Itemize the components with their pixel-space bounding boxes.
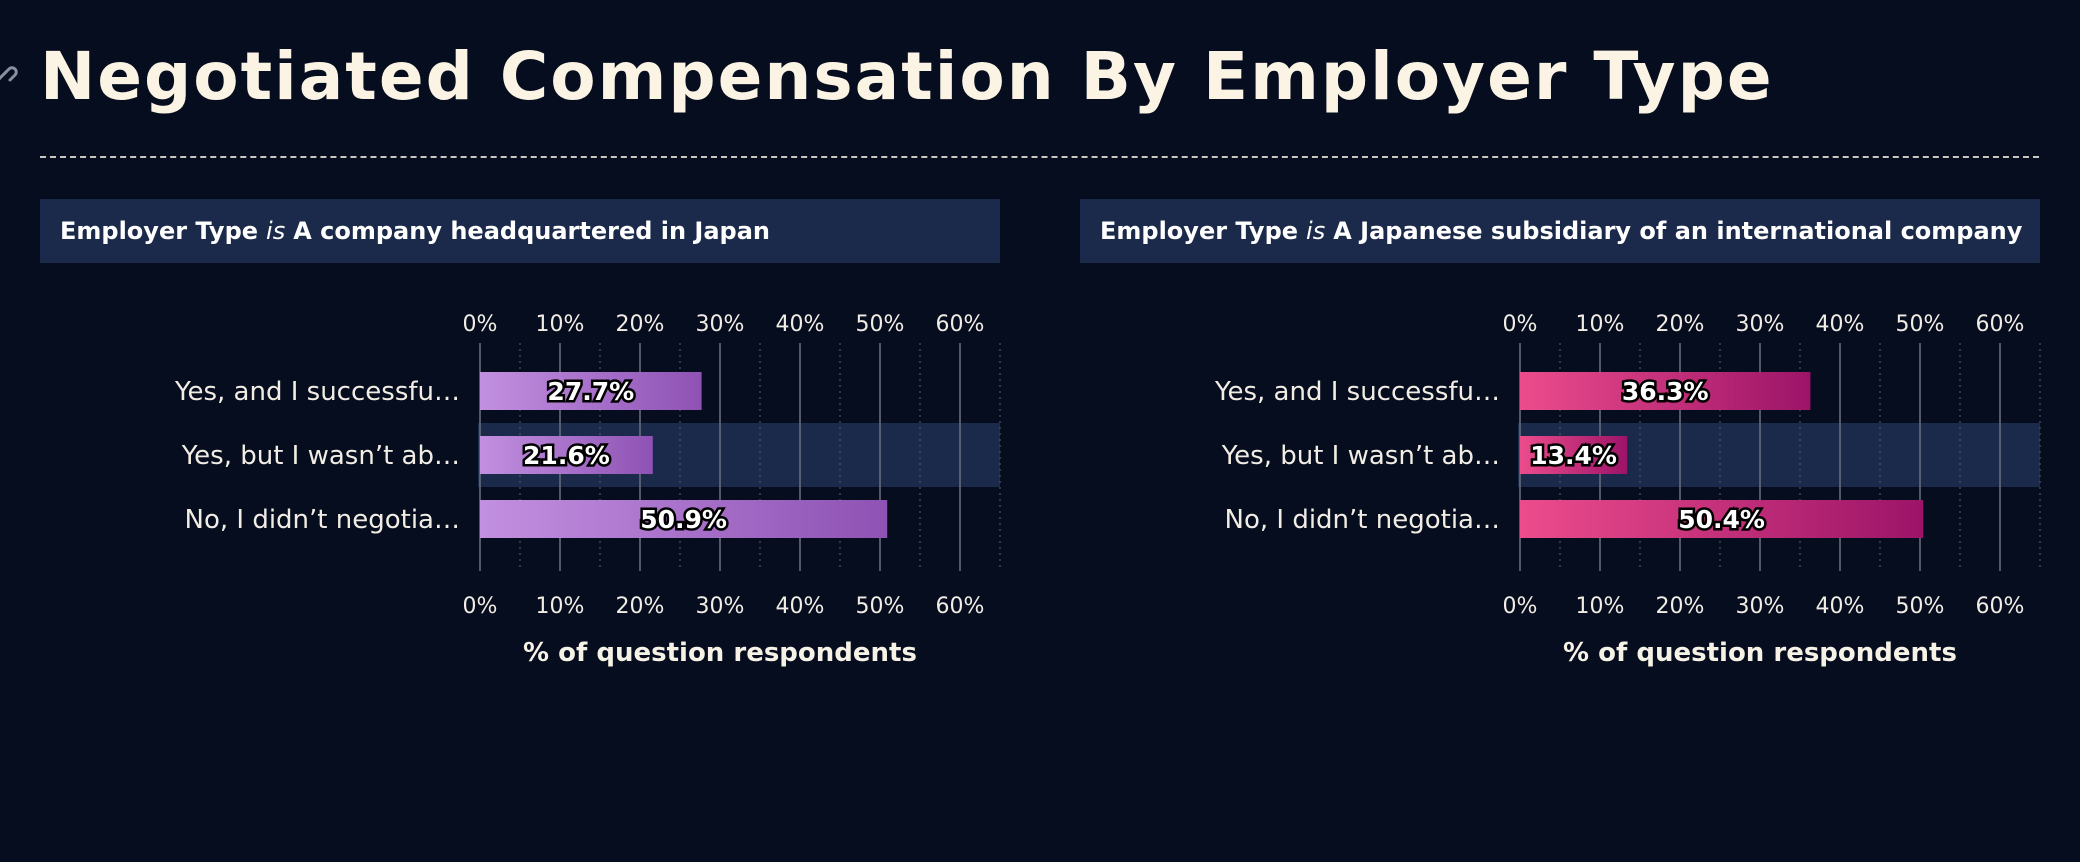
category-label: Yes, and I successfu… [1214,377,1500,407]
facet-header-keyword: is [1306,217,1326,245]
bar[interactable] [1520,500,1924,538]
bottom-tick-label: 10% [536,594,585,619]
bar-value-label: 36.3% [1622,377,1709,406]
top-tick-label: 50% [1896,312,1945,337]
facet-panel-1: Employer Type is A company headquartered… [40,199,1001,759]
bottom-tick-label: 60% [1976,594,2025,619]
bottom-tick-label: 50% [856,594,905,619]
facet-header-value: A company headquartered in Japan [293,217,771,245]
bottom-tick-label: 10% [1576,594,1625,619]
bar[interactable] [480,500,888,538]
bottom-tick-label: 40% [776,594,825,619]
bar-value-label: 21.6% [523,441,610,470]
bottom-tick-label: 0% [1503,594,1538,619]
facet-panel-2: Employer Type is A Japanese subsidiary o… [1080,199,2041,759]
facet-header-field: Employer Type [1100,217,1299,245]
bar[interactable] [1520,436,1628,474]
bar[interactable] [1520,372,1811,410]
bar[interactable] [480,372,702,410]
bottom-tick-label: 30% [1736,594,1785,619]
top-tick-label: 20% [616,312,665,337]
category-label: Yes, but I wasn’t ab… [181,441,460,471]
top-tick-label: 30% [1736,312,1785,337]
bottom-tick-label: 0% [463,594,498,619]
title-divider [40,156,2039,158]
top-tick-label: 30% [696,312,745,337]
bottom-tick-label: 40% [1816,594,1865,619]
bottom-tick-label: 60% [936,594,985,619]
category-label: No, I didn’t negotia… [185,505,461,535]
top-tick-label: 0% [1503,312,1538,337]
top-tick-label: 50% [856,312,905,337]
top-tick-label: 20% [1656,312,1705,337]
page-title: Negotiated Compensation By Employer Type [40,38,1774,115]
bar-chart: 0% 0% 10% 10% 20% 20% 30% 30% 40% 40% 50% 50% 60% 60%… [1214,312,2041,668]
category-label: No, I didn’t negotia… [1225,505,1501,535]
bar-value-label: 13.4% [1530,441,1617,470]
bottom-tick-label: 50% [1896,594,1945,619]
top-tick-label: 10% [1576,312,1625,337]
x-axis-title: % of question respondents [523,638,917,668]
x-axis-title: % of question respondents [1563,638,1957,668]
bar-chart: 0% 0% 10% 10% 20% 20% 30% 30% 40% 40% 50% 50% 60% 60%… [174,312,1001,668]
top-tick-label: 60% [1976,312,2025,337]
top-tick-label: 40% [1816,312,1865,337]
bar[interactable] [480,436,653,474]
link-icon[interactable] [0,60,18,92]
top-tick-label: 60% [936,312,985,337]
bar-value-label: 50.9% [640,505,727,534]
top-tick-label: 40% [776,312,825,337]
top-tick-label: 10% [536,312,585,337]
bottom-tick-label: 20% [616,594,665,619]
bar-value-label: 50.4% [1678,505,1765,534]
top-tick-label: 0% [463,312,498,337]
facet-header: Employer Type is A Japanese subsidiary o… [1080,199,2040,263]
category-label: Yes, but I wasn’t ab… [1221,441,1500,471]
bottom-tick-label: 30% [696,594,745,619]
facet-header-value: A Japanese subsidiary of an internationa… [1333,217,2023,245]
bar-value-label: 27.7% [547,377,634,406]
category-label: Yes, and I successfu… [174,377,460,407]
facet-header-field: Employer Type [60,217,259,245]
facet-header-keyword: is [266,217,286,245]
bottom-tick-label: 20% [1656,594,1705,619]
facet-header: Employer Type is A company headquartered… [40,199,1000,263]
